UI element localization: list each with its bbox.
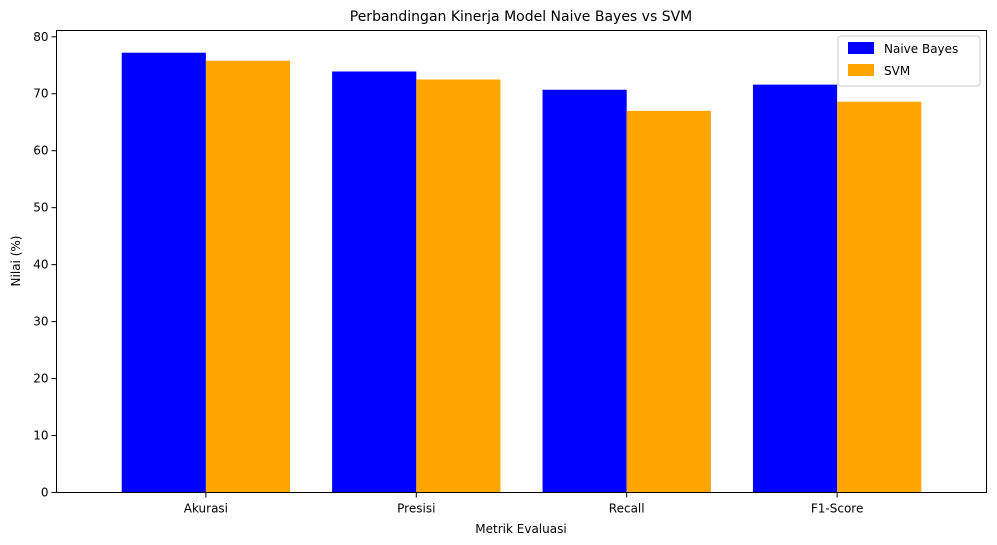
bar-svm-presisi <box>416 79 501 493</box>
x-axis-ticks: Akurasi Presisi Recall F1-Score <box>184 492 863 516</box>
y-tick-label: 70 <box>33 87 48 101</box>
bars-group <box>121 52 922 493</box>
y-tick-label: 80 <box>33 30 48 44</box>
x-tick-label-akurasi: Akurasi <box>184 502 228 516</box>
y-axis-ticks: 0 10 20 30 40 50 60 70 80 <box>33 30 57 500</box>
bar-naive-bayes-recall <box>542 89 627 493</box>
bar-svm-f1-score <box>837 101 922 493</box>
y-tick-label: 30 <box>33 315 48 329</box>
chart-title: Perbandingan Kinerja Model Naive Bayes v… <box>350 9 693 25</box>
x-tick-label-recall: Recall <box>609 502 645 516</box>
y-tick-label: 40 <box>33 258 48 272</box>
y-tick-label: 0 <box>41 486 49 500</box>
x-tick-label-presisi: Presisi <box>397 502 435 516</box>
y-tick-label: 50 <box>33 201 48 215</box>
x-axis-label: Metrik Evaluasi <box>475 522 566 536</box>
y-tick-label: 10 <box>33 429 48 443</box>
bar-naive-bayes-f1-score <box>752 84 838 493</box>
y-axis-label: Nilai (%) <box>9 236 23 287</box>
legend-label-svm: SVM <box>884 64 910 78</box>
legend: Naive Bayes SVM <box>837 35 981 87</box>
x-tick-label-f1-score: F1-Score <box>811 502 863 516</box>
y-tick-label: 20 <box>33 372 48 386</box>
plot-frame <box>56 30 987 493</box>
legend-label-naive-bayes: Naive Bayes <box>884 42 958 56</box>
bar-naive-bayes-presisi <box>332 71 417 493</box>
bar-svm-akurasi <box>205 60 291 493</box>
legend-swatch-svm <box>848 64 874 76</box>
y-tick-label: 60 <box>33 144 48 158</box>
bar-naive-bayes-akurasi <box>121 52 206 493</box>
legend-swatch-naive-bayes <box>848 42 874 54</box>
bar-svm-recall <box>626 110 711 493</box>
